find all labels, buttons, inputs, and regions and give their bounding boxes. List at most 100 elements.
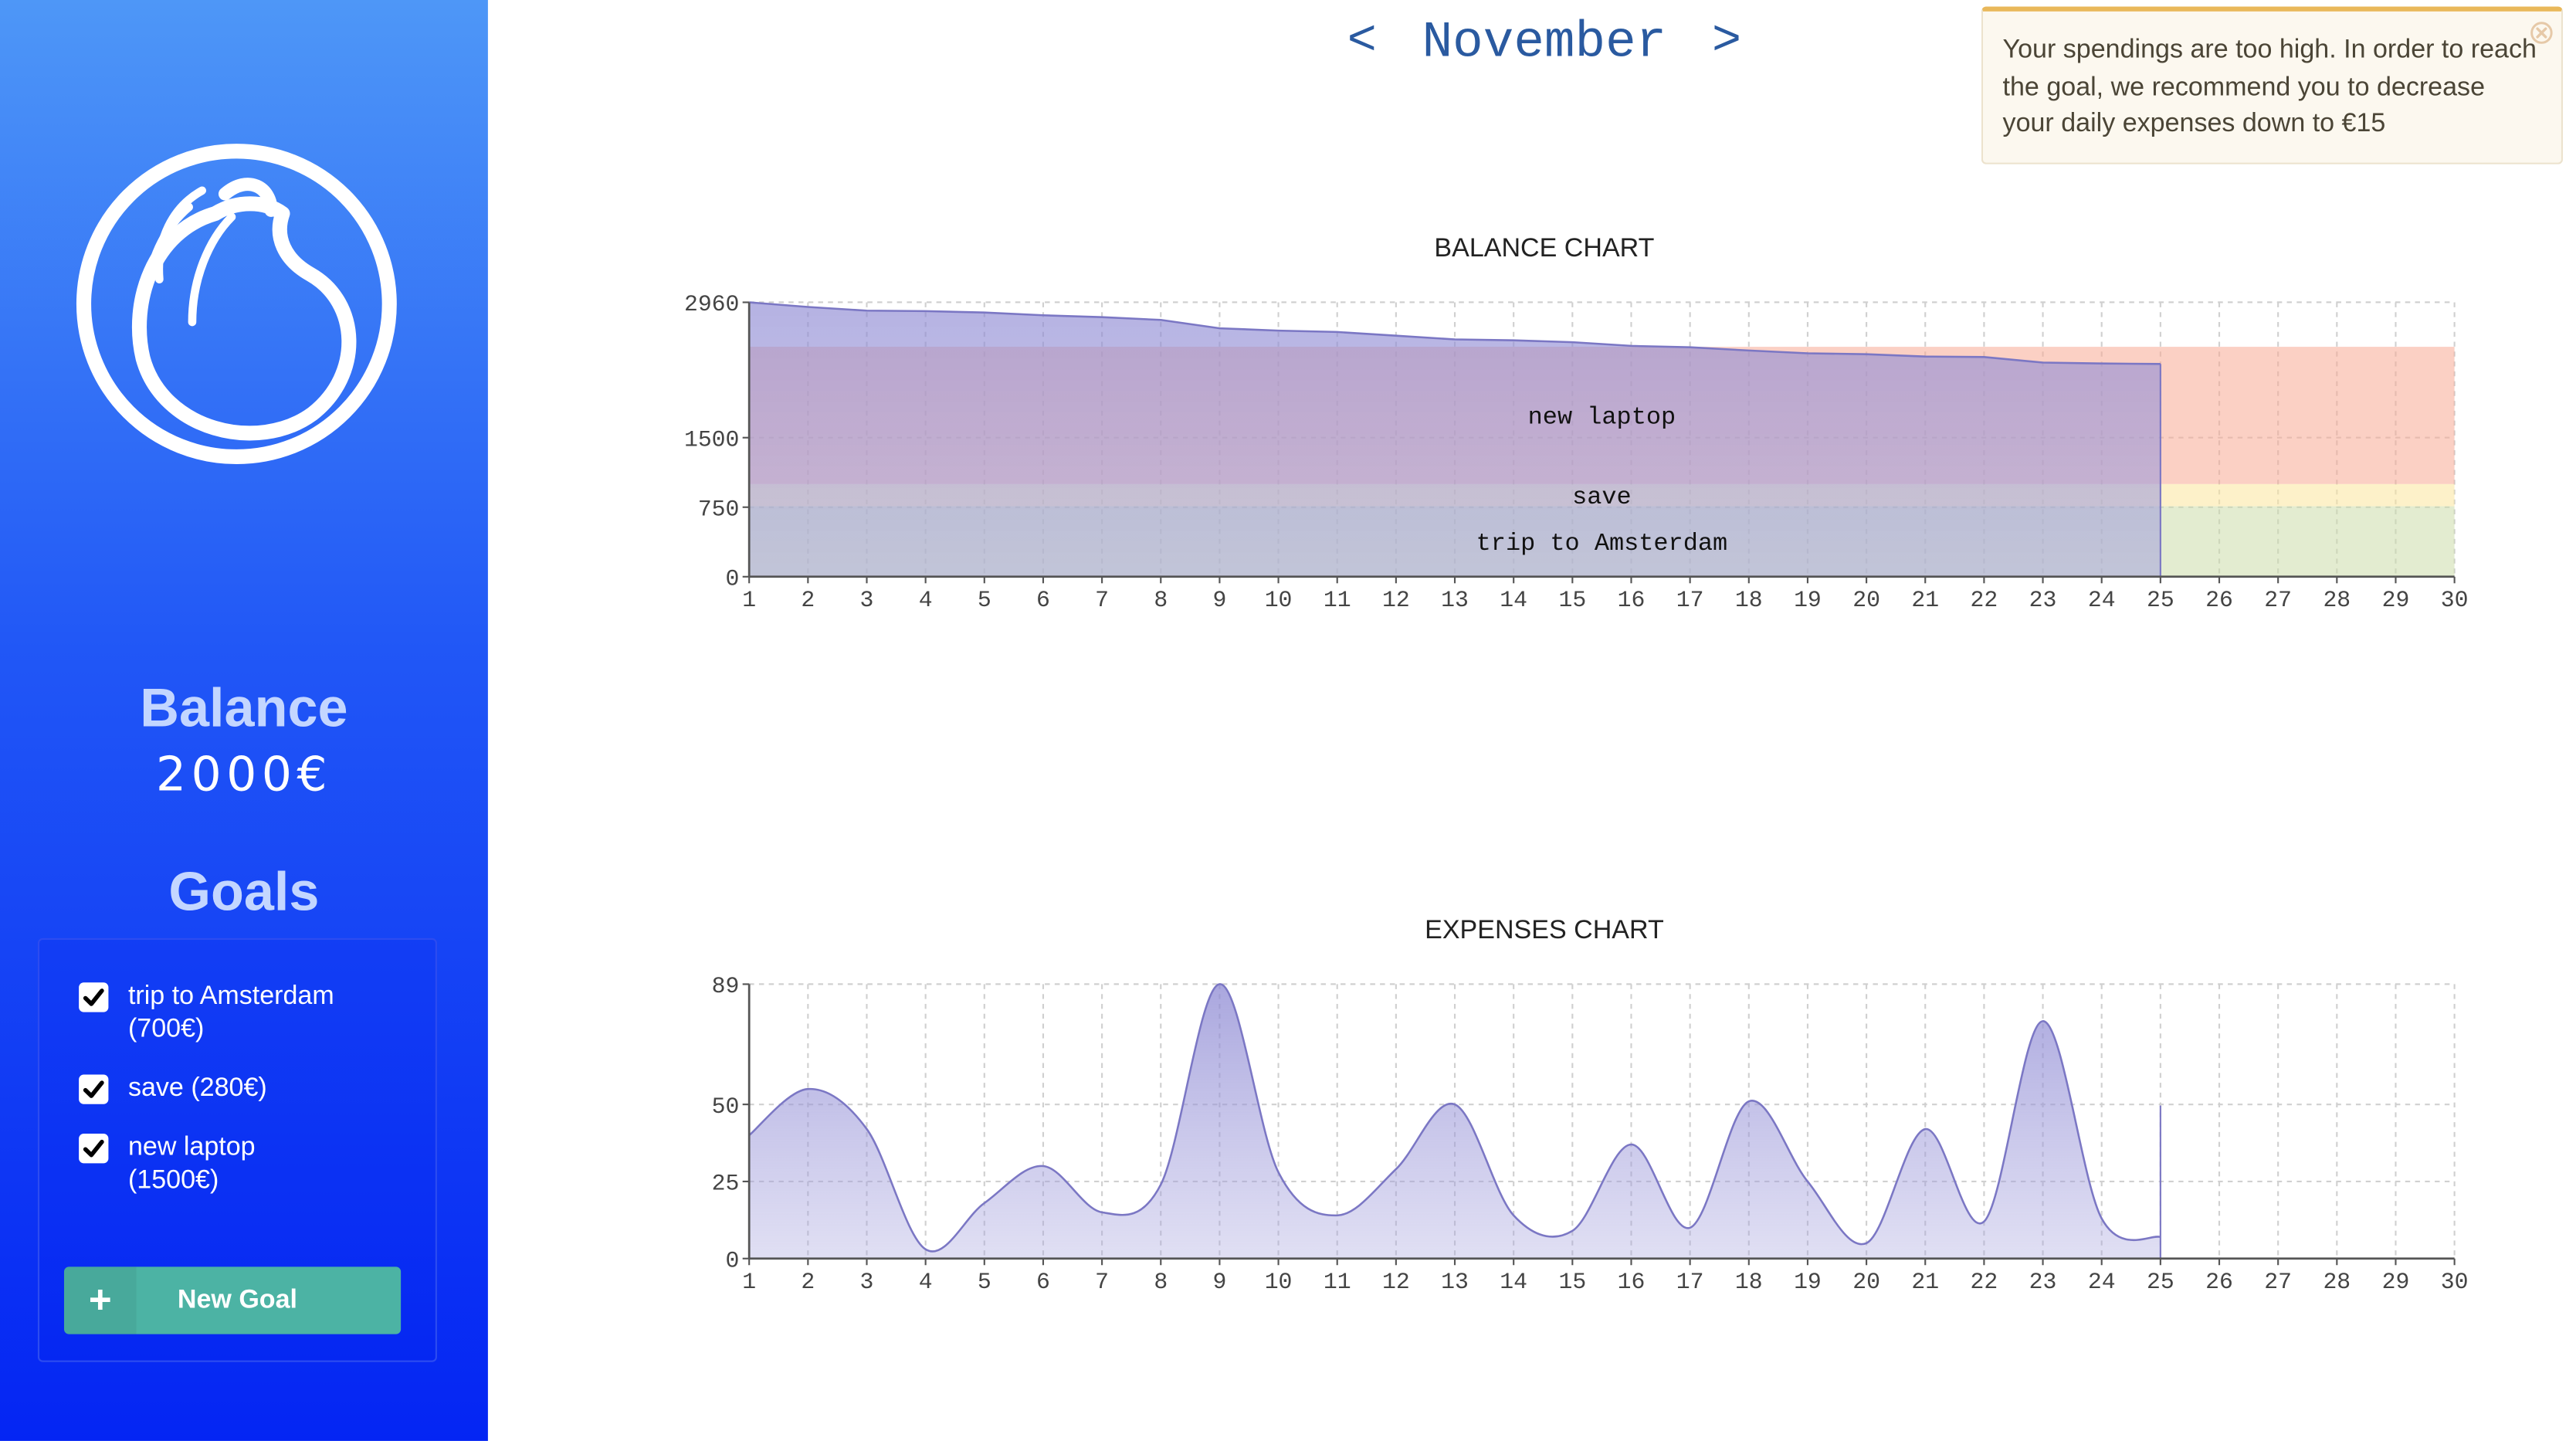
y-tick-label: 1500	[684, 426, 739, 453]
balance-chart-title: BALANCE CHART	[1434, 235, 1655, 263]
y-tick-label: 50	[712, 1093, 740, 1120]
x-tick-label: 4	[919, 1269, 933, 1295]
x-tick-label: 6	[1036, 1269, 1050, 1295]
x-tick-label: 10	[1265, 1269, 1293, 1295]
x-tick-label: 24	[2088, 1269, 2116, 1295]
month-title: November	[1422, 14, 1667, 72]
goal-label: trip to Amsterdam (700€)	[127, 982, 334, 1044]
x-tick-label: 6	[1036, 587, 1050, 613]
x-tick-label: 18	[1735, 1269, 1763, 1295]
x-tick-label: 24	[2088, 587, 2116, 613]
x-tick-label: 18	[1735, 587, 1763, 613]
x-tick-label: 21	[1911, 1269, 1939, 1295]
x-tick-label: 9	[1212, 1269, 1226, 1295]
x-tick-label: 2	[801, 1269, 815, 1295]
goal-checkbox[interactable]	[79, 1134, 109, 1164]
x-tick-label: 3	[860, 1269, 874, 1295]
x-tick-label: 9	[1212, 587, 1226, 613]
goal-item-trip-to-amsterdam[interactable]: trip to Amsterdam (700€)	[79, 981, 375, 1046]
y-tick-label: 750	[698, 496, 740, 522]
x-tick-label: 16	[1618, 1269, 1646, 1295]
plus-icon: +	[63, 1266, 137, 1334]
x-tick-label: 12	[1382, 1269, 1410, 1295]
x-tick-label: 12	[1382, 587, 1410, 613]
x-tick-label: 20	[1852, 587, 1880, 613]
x-tick-label: 15	[1558, 1269, 1586, 1295]
x-tick-label: 28	[2323, 1269, 2351, 1295]
goal-item-new-laptop[interactable]: new laptop (1500€)	[79, 1132, 309, 1198]
checkmark-icon	[83, 1139, 104, 1158]
goals-heading: Goals	[168, 860, 320, 922]
x-tick-label: 26	[2205, 587, 2233, 613]
next-month-button[interactable]: >	[1711, 15, 1742, 71]
x-tick-label: 8	[1154, 1269, 1168, 1295]
x-tick-label: 22	[1971, 1269, 1998, 1295]
x-tick-label: 30	[2441, 587, 2469, 613]
new-goal-label: New Goal	[177, 1285, 297, 1314]
y-tick-label: 25	[712, 1171, 740, 1197]
balance-label: Balance	[140, 676, 348, 738]
x-tick-label: 10	[1265, 587, 1293, 613]
x-tick-label: 19	[1794, 1269, 1822, 1295]
x-tick-label: 3	[860, 587, 874, 613]
goal-label: new laptop (1500€)	[127, 1134, 256, 1195]
x-tick-label: 25	[2147, 1269, 2174, 1295]
series-area	[749, 302, 2161, 577]
x-tick-label: 14	[1500, 587, 1527, 613]
x-tick-label: 11	[1324, 587, 1351, 613]
series-area	[749, 984, 2161, 1259]
notice-text: Your spendings are too high. In order to…	[2002, 36, 2537, 138]
x-tick-label: 16	[1618, 587, 1646, 613]
x-tick-label: 13	[1441, 587, 1469, 613]
series-line	[748, 983, 2161, 1253]
close-icon[interactable]	[2530, 22, 2554, 45]
x-tick-label: 14	[1500, 1269, 1527, 1295]
band-label: new laptop	[1528, 403, 1676, 432]
band-label: trip to Amsterdam	[1476, 529, 1727, 558]
x-tick-label: 8	[1154, 587, 1168, 613]
x-tick-label: 2	[801, 587, 815, 613]
x-tick-label: 13	[1441, 1269, 1469, 1295]
x-tick-label: 7	[1095, 1269, 1109, 1295]
x-tick-label: 17	[1676, 587, 1704, 613]
x-tick-label: 29	[2382, 587, 2410, 613]
x-tick-label: 1	[742, 587, 756, 613]
x-tick-label: 27	[2264, 587, 2292, 613]
x-tick-label: 1	[742, 1269, 756, 1295]
y-tick-label: 0	[726, 1247, 740, 1273]
x-tick-label: 19	[1794, 587, 1822, 613]
goal-checkbox[interactable]	[79, 1074, 109, 1104]
sidebar: Balance 2000€ Goals trip to Amsterdam (7…	[0, 0, 488, 1441]
x-tick-label: 25	[2147, 587, 2174, 613]
x-tick-label: 23	[2029, 587, 2057, 613]
y-tick-label: 0	[726, 565, 740, 592]
x-tick-label: 26	[2205, 1269, 2233, 1295]
x-tick-label: 5	[978, 1269, 991, 1295]
x-tick-label: 28	[2323, 587, 2351, 613]
checkmark-icon	[83, 988, 104, 1006]
band-label: save	[1572, 483, 1632, 511]
month-navigator: < November >	[1347, 10, 1742, 76]
new-goal-button[interactable]: + New Goal	[63, 1266, 402, 1334]
x-tick-label: 21	[1911, 587, 1939, 613]
prev-month-button[interactable]: <	[1347, 15, 1377, 71]
goal-item-save[interactable]: save (280€)	[79, 1073, 375, 1106]
x-tick-label: 17	[1676, 1269, 1704, 1295]
balance-value: 2000€	[155, 745, 333, 802]
money-bag-logo-icon	[76, 144, 397, 465]
x-tick-label: 23	[2029, 1269, 2057, 1295]
expenses-chart-title: EXPENSES CHART	[1425, 917, 1664, 945]
series-line	[749, 301, 2161, 365]
x-tick-label: 11	[1324, 1269, 1351, 1295]
x-tick-label: 15	[1558, 587, 1586, 613]
goal-checkbox[interactable]	[79, 982, 109, 1012]
x-tick-label: 30	[2441, 1269, 2469, 1295]
x-tick-label: 7	[1095, 587, 1109, 613]
x-tick-label: 4	[919, 587, 933, 613]
x-tick-label: 22	[1971, 587, 1998, 613]
y-tick-label: 2960	[684, 291, 739, 317]
checkmark-icon	[83, 1080, 104, 1098]
y-tick-label: 89	[712, 973, 740, 999]
x-tick-label: 27	[2264, 1269, 2292, 1295]
